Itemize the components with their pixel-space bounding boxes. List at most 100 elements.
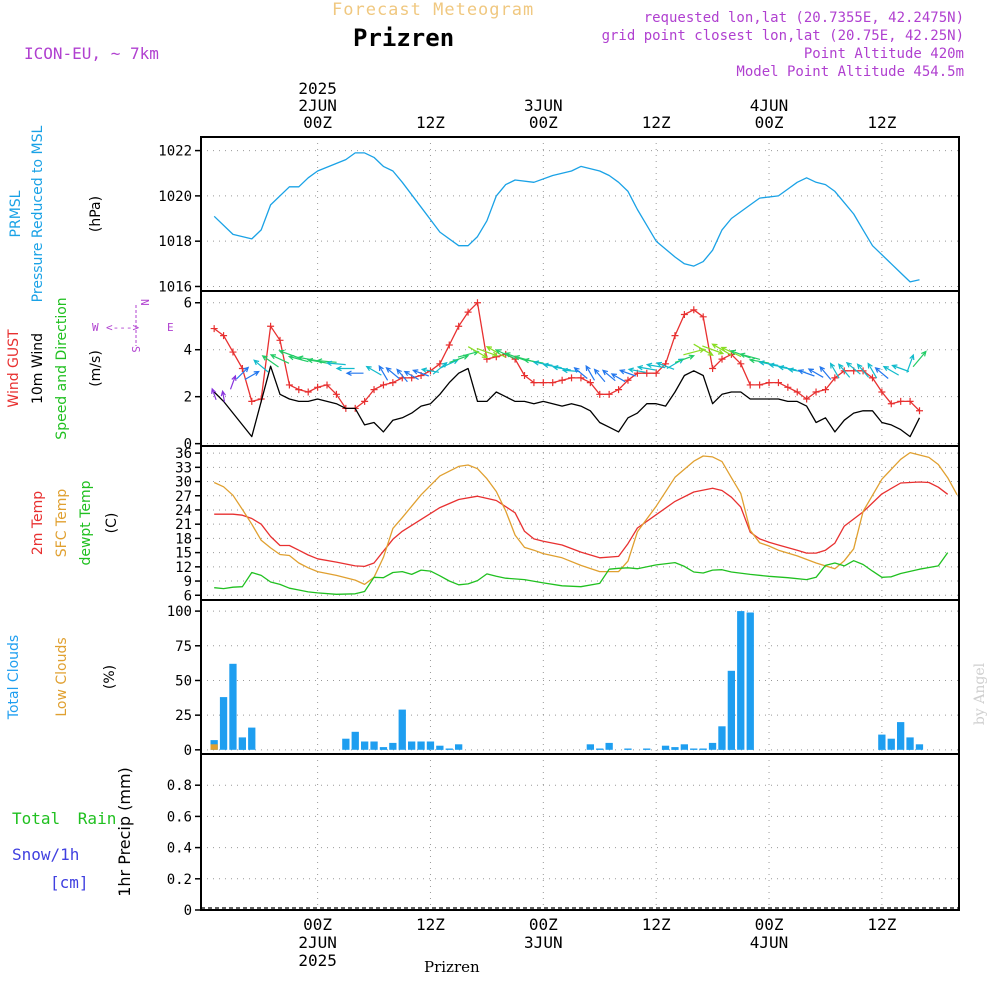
wind-arrow (819, 365, 832, 380)
total-clouds-bar (361, 741, 369, 750)
wind-arrow (523, 357, 544, 364)
wind-arrow (229, 374, 237, 390)
top-time-label: 00Z (303, 113, 332, 132)
2m-temp-line (214, 481, 949, 568)
bottom-time-label: 00Z (529, 915, 558, 934)
gust-marker (680, 310, 688, 318)
precip-label-snow: Snow/1h (12, 845, 79, 864)
wind-arrow (261, 355, 279, 368)
precip-label-unit: [cm] (50, 873, 89, 892)
gust-marker (464, 308, 472, 316)
total-clouds-bar (737, 611, 745, 750)
gust-marker (756, 381, 764, 389)
gust-marker (276, 336, 284, 344)
total-clouds-bar (417, 741, 425, 750)
gust-marker (210, 325, 218, 333)
gust-marker (568, 374, 576, 382)
pressure-axis-label: PRMSL (8, 190, 24, 237)
y-tick-label: 0.6 (167, 809, 192, 825)
wind-arrow (906, 353, 915, 373)
y-tick-label: 6 (184, 588, 192, 604)
y-tick-label: 1018 (158, 234, 192, 250)
temperature-axis-label: dewpt Temp (78, 480, 94, 565)
prmsl-line (213, 152, 920, 283)
wind-axis-label: 10m Wind (30, 333, 46, 404)
gust-marker (831, 374, 839, 382)
total-clouds-bar (671, 747, 679, 750)
gust-marker (248, 397, 256, 405)
top-time-label: 12Z (416, 113, 445, 132)
total-clouds-bar (351, 731, 359, 750)
gust-marker (473, 299, 481, 307)
wind-arrow (674, 354, 695, 364)
wind-arrow (403, 370, 419, 381)
gust-marker (615, 386, 623, 394)
y-tick-label: 50 (175, 673, 192, 689)
gust-marker (332, 390, 340, 398)
wind-arrow (845, 361, 861, 375)
bottom-time-label: 3JUN (524, 933, 563, 952)
y-tick-label: 0 (184, 903, 192, 919)
gust-marker (718, 355, 726, 363)
gust-marker (690, 306, 698, 314)
gust-marker (868, 374, 876, 382)
gust-marker (821, 386, 829, 394)
y-tick-label: 24 (175, 503, 192, 519)
gust-marker (539, 379, 547, 387)
wind-arrow (306, 357, 328, 364)
dewpt-temp-line (214, 552, 949, 595)
total-clouds-bar (219, 697, 228, 750)
y-tick-label: 27 (175, 489, 192, 505)
model-point-altitude: Model Point Altitude 454.5m (736, 64, 964, 80)
wind-arrow (253, 359, 269, 373)
y-tick-label: 75 (175, 639, 192, 655)
temperature-axis-label: SFC Temp (54, 489, 70, 558)
credit-watermark: by Angel (972, 662, 988, 725)
gust-marker (887, 400, 895, 408)
wind-gust-line (213, 302, 920, 412)
wind-arrow (467, 346, 488, 359)
y-tick-label: 6 (184, 296, 192, 312)
wind-arrow (297, 355, 319, 362)
total-clouds-bar (887, 738, 895, 750)
total-clouds-bar (643, 748, 651, 750)
wind-arrow (287, 355, 309, 363)
gust-marker (746, 381, 754, 389)
total-clouds-bar (661, 745, 670, 750)
gust-marker (916, 407, 924, 415)
gust-marker (906, 397, 914, 405)
total-clouds-bar (878, 734, 886, 750)
total-clouds-bar (370, 741, 378, 750)
gust-marker (370, 386, 378, 394)
y-tick-label: 33 (175, 460, 192, 476)
y-tick-label: 25 (175, 708, 192, 724)
wind-arrow (891, 364, 910, 373)
bottom-time-label: 12Z (416, 915, 445, 934)
wind-arrow (856, 363, 870, 378)
gust-marker (285, 381, 293, 389)
total-clouds-bar (436, 745, 444, 750)
precip-label-total-rain: Total Rain (12, 809, 116, 828)
y-tick-label: 0 (184, 437, 192, 453)
clouds-frame (200, 599, 960, 755)
wind-panel: 0 2 4 6 Wind GUST 10m Wind Speed and Direction… (6, 290, 960, 453)
wind-arrow (693, 343, 714, 356)
wind-arrow (365, 365, 382, 376)
wind-arrow (236, 366, 250, 380)
wind-arrow (542, 362, 562, 369)
y-tick-label: 0.8 (167, 778, 192, 794)
gust-marker (671, 332, 679, 340)
compass-we-arrow: <---> (106, 321, 139, 334)
gust-marker (220, 332, 228, 340)
wind-arrow (485, 346, 506, 358)
gust-marker (295, 386, 303, 394)
y-tick-label: 4 (184, 343, 192, 359)
clouds-panel: 0 25 50 75 100 Total Clouds Low Clouds (%) (6, 599, 960, 759)
wind-arrow (837, 363, 851, 378)
wind-arrow (748, 357, 770, 364)
total-clouds-bar (718, 726, 726, 750)
point-altitude: Point Altitude 420m (803, 46, 964, 62)
y-tick-label: 0.4 (167, 841, 192, 857)
y-tick-label: 2 (184, 390, 192, 406)
gust-marker (812, 388, 820, 396)
